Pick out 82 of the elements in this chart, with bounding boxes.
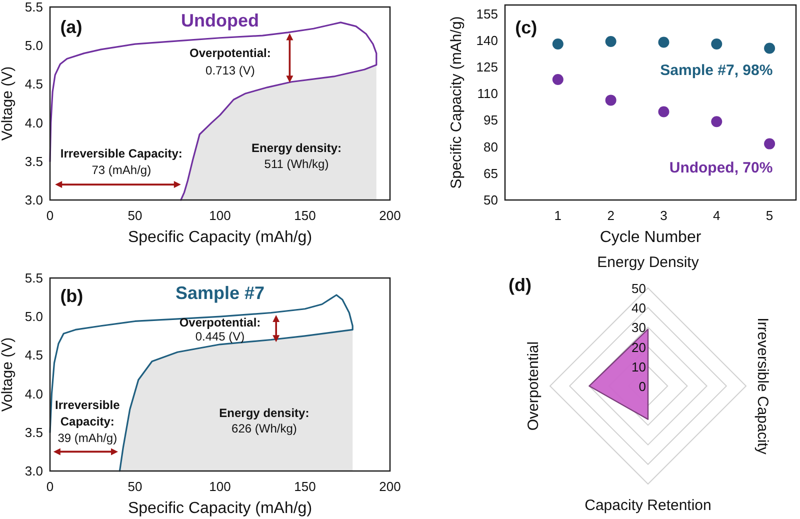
annotation: Energy density: xyxy=(219,406,310,420)
annotation: Irreversible xyxy=(55,398,120,412)
y-axis-title: Voltage (V) xyxy=(0,66,16,141)
spoke-label: Irreversible Capacity xyxy=(754,318,771,455)
point xyxy=(764,42,776,54)
x-tick-label: 50 xyxy=(128,208,142,223)
y-tick-label: 40 xyxy=(632,300,646,316)
annotation: (b) xyxy=(60,286,84,306)
y-tick-label: 10 xyxy=(632,359,646,374)
point xyxy=(764,138,776,150)
y-axis-title: Specific Capacity (mAh/g) xyxy=(448,16,465,189)
point xyxy=(658,106,670,118)
y-tick-label: 4.0 xyxy=(24,386,43,402)
x-tick-label: 150 xyxy=(294,208,316,223)
series-label: Undoped, 70% xyxy=(669,160,773,177)
y-tick-label: 4.5 xyxy=(24,76,43,92)
x-tick-label: 1 xyxy=(554,208,562,223)
y-tick-label: 4.0 xyxy=(24,115,43,130)
annotation: 73 (mAh/g) xyxy=(92,162,152,177)
annotation: (c) xyxy=(515,17,538,38)
y-tick-label: 30 xyxy=(632,320,646,336)
y-axis-title: Voltage (V) xyxy=(0,337,16,412)
y-tick-label: 50 xyxy=(632,281,646,296)
series-label: Sample #7, 98% xyxy=(660,62,773,80)
y-tick-label: 3.0 xyxy=(24,192,43,208)
x-tick-label: 3 xyxy=(660,208,668,223)
point xyxy=(552,38,564,50)
chart-title: Undoped xyxy=(181,10,259,30)
spoke-label: Capacity Retention xyxy=(584,497,712,514)
annotation: Overpotential: xyxy=(179,315,261,330)
y-tick-label: 140 xyxy=(476,32,498,48)
y-tick-label: 5.0 xyxy=(24,309,43,324)
y-tick-label: 5.5 xyxy=(24,0,43,14)
point xyxy=(552,74,564,85)
point xyxy=(605,94,616,106)
chart-title: Sample #7 xyxy=(175,283,265,304)
annotation: 626 (Wh/kg) xyxy=(232,421,297,436)
y-tick-label: 80 xyxy=(484,139,498,154)
spoke-label: Overpotential xyxy=(525,341,542,431)
y-tick-label: 3.5 xyxy=(24,154,43,169)
annotation: 0.713 (V) xyxy=(206,64,255,78)
x-tick-label: 100 xyxy=(209,479,231,494)
spoke-label: Energy Density xyxy=(597,254,700,271)
x-tick-label: 5 xyxy=(766,208,774,223)
x-tick-label: 100 xyxy=(209,208,231,223)
x-tick-label: 200 xyxy=(379,208,401,223)
annotation: 39 (mAh/g) xyxy=(58,431,118,446)
y-tick-label: 50 xyxy=(484,192,498,208)
x-tick-label: 150 xyxy=(294,479,316,494)
y-tick-label: 125 xyxy=(476,60,498,75)
annotation: 0.445 (V) xyxy=(195,330,245,344)
y-tick-label: 3.5 xyxy=(24,424,43,440)
y-tick-label: 0 xyxy=(638,379,646,394)
x-tick-label: 50 xyxy=(128,479,142,494)
y-tick-label: 20 xyxy=(632,340,646,355)
y-tick-label: 5.5 xyxy=(24,270,43,286)
y-tick-label: 95 xyxy=(484,112,498,128)
point xyxy=(711,38,722,50)
annotation: Irreversible Capacity: xyxy=(60,146,182,161)
y-tick-label: 4.5 xyxy=(24,348,43,363)
x-axis-title: Cycle Number xyxy=(600,229,702,246)
y-tick-label: 110 xyxy=(477,86,498,102)
annotation: (a) xyxy=(60,17,82,38)
annotation: Overpotential: xyxy=(190,46,271,60)
annotation: Capacity: xyxy=(60,414,114,429)
x-tick-label: 0 xyxy=(46,208,54,223)
text: (d) xyxy=(508,275,532,295)
x-tick-label: 2 xyxy=(607,208,614,223)
x-axis-title: Specific Capacity (mAh/g) xyxy=(128,229,312,246)
y-tick-label: 3.0 xyxy=(24,464,43,478)
y-tick-label: 5.0 xyxy=(24,38,43,54)
x-axis-title: Specific Capacity (mAh/g) xyxy=(128,500,312,517)
point xyxy=(605,36,616,48)
annotation: 511 (Wh/kg) xyxy=(264,157,329,172)
x-tick-label: 200 xyxy=(379,479,401,494)
y-tick-label: 65 xyxy=(484,166,498,181)
x-tick-label: 0 xyxy=(46,479,54,494)
x-tick-label: 4 xyxy=(713,208,720,223)
annotation: Energy density: xyxy=(251,140,342,155)
point xyxy=(658,36,670,48)
y-tick-label: 155 xyxy=(476,6,498,22)
point xyxy=(711,116,722,128)
